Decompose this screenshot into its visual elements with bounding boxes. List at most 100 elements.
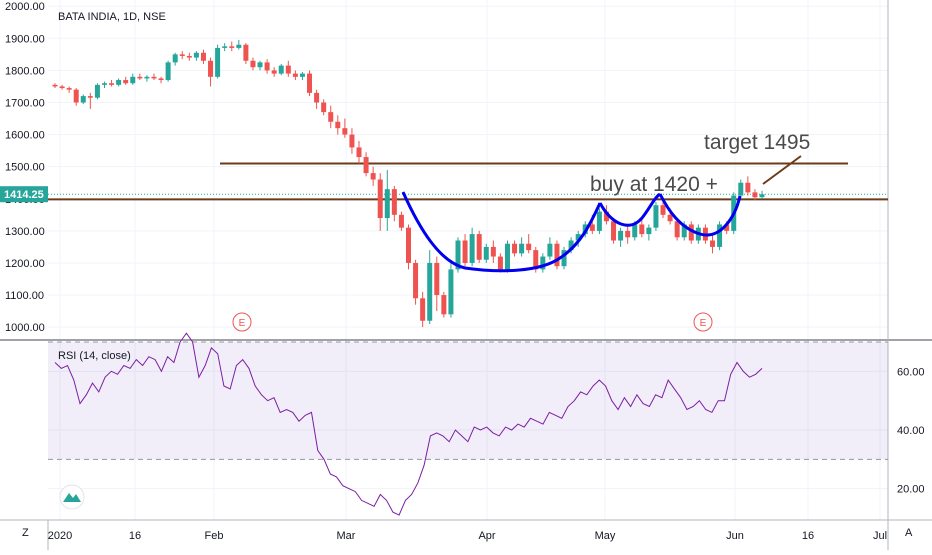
candle-body <box>497 256 503 270</box>
candle-body <box>618 230 624 241</box>
candle-body <box>342 128 348 135</box>
price-tick-label: 1900.00 <box>5 33 45 45</box>
candle-body <box>427 262 433 321</box>
candle-body <box>370 173 376 180</box>
candle-body <box>413 262 419 299</box>
handle-curve-2[interactable] <box>658 193 742 237</box>
time-tick-label: Jul <box>873 530 887 542</box>
candle-body <box>66 88 72 90</box>
candle-body <box>752 192 758 198</box>
candle-body <box>285 65 291 74</box>
candle-body <box>278 65 284 74</box>
candle-body <box>250 60 256 68</box>
candle-body <box>759 194 765 198</box>
candle-body <box>349 134 355 148</box>
candle-body <box>660 205 666 215</box>
price-tick-label: 1300.00 <box>5 226 45 238</box>
candle-body <box>519 243 525 254</box>
candle-body <box>710 240 716 247</box>
candle-body <box>101 83 107 85</box>
svg-text:E: E <box>700 318 707 329</box>
candle-body <box>116 80 122 85</box>
candle-body <box>455 240 461 270</box>
time-axis[interactable]: 2020 16 Feb Mar Apr May Jun 16 Jul <box>48 530 887 542</box>
time-tick-label: Apr <box>478 530 495 542</box>
candle-body <box>363 157 369 174</box>
handle-curve-1[interactable] <box>598 192 661 227</box>
candle-body <box>328 112 334 122</box>
price-axis[interactable]: 1000.001100.001200.001300.001400.001500.… <box>5 1 45 334</box>
candle-body <box>406 227 411 263</box>
candle-body <box>384 189 390 219</box>
candle-body <box>667 214 673 222</box>
candle-body <box>314 92 320 103</box>
candle-body <box>504 243 510 270</box>
candle-body <box>745 182 751 193</box>
candle-body <box>236 44 242 48</box>
candle-body <box>717 224 723 247</box>
rsi-axis[interactable]: 20.00 40.00 60.00 <box>897 366 925 495</box>
price-tick-label: 1500.00 <box>5 162 45 174</box>
candle-body <box>179 54 185 56</box>
cup-curve[interactable] <box>401 191 602 273</box>
current-price-label: 1414.25 <box>4 189 44 201</box>
candle-body <box>688 224 694 241</box>
candle-body <box>52 84 58 87</box>
candle-body <box>151 76 157 79</box>
candle-body <box>738 182 744 196</box>
scale-left-button[interactable]: Z <box>22 527 29 539</box>
candle-body <box>603 211 609 222</box>
candle-body <box>307 73 313 93</box>
candle-body <box>575 234 581 241</box>
candle-body <box>94 84 100 98</box>
candle-body <box>490 246 496 257</box>
candle-body <box>589 224 595 231</box>
candle-body <box>271 70 277 74</box>
candle-body <box>87 96 93 98</box>
candle-body <box>547 243 553 257</box>
candle-body <box>462 240 468 263</box>
candle-body <box>73 89 79 103</box>
candle-body <box>243 44 249 61</box>
candle-body <box>674 221 680 238</box>
target-arrow-line[interactable] <box>762 155 802 185</box>
candle-body <box>215 47 221 77</box>
buy-annotation[interactable]: buy at 1420 + <box>590 173 718 196</box>
time-tick-label: Mar <box>337 530 356 542</box>
logo-icon[interactable] <box>59 484 85 510</box>
time-tick-label: 2020 <box>48 530 72 542</box>
price-tick-label: 1800.00 <box>5 65 45 77</box>
candle-body <box>448 269 454 315</box>
candle-body <box>144 76 150 79</box>
earnings-marker[interactable]: E <box>693 312 713 332</box>
time-tick-label: 16 <box>802 530 814 542</box>
candle-body <box>335 121 341 129</box>
candle-body <box>434 262 440 296</box>
candle-body <box>632 224 638 238</box>
target-annotation[interactable]: target 1495 <box>704 131 810 154</box>
candle-body <box>568 240 574 251</box>
current-price-tag <box>0 186 48 203</box>
chart-title: BATA INDIA, 1D, NSE <box>58 11 166 23</box>
time-tick-label: Feb <box>205 530 224 542</box>
auto-scale-button[interactable]: A <box>905 527 913 539</box>
price-tick-label: 2000.00 <box>5 1 45 13</box>
candle-body <box>533 250 539 270</box>
candle-body <box>208 60 214 77</box>
candle-body <box>561 250 567 267</box>
candle-body <box>229 46 235 48</box>
candle-body <box>625 230 631 238</box>
candle-body <box>80 96 86 103</box>
price-tick-label: 1200.00 <box>5 258 45 270</box>
candle-body <box>193 52 199 58</box>
candle-body <box>264 62 270 71</box>
candle-body <box>391 189 397 215</box>
rsi-band <box>48 342 888 460</box>
candle-body <box>299 73 305 77</box>
candle-body <box>200 52 206 61</box>
earnings-marker[interactable]: E <box>232 312 252 332</box>
candle-body <box>469 234 475 263</box>
candle-body <box>137 76 143 79</box>
